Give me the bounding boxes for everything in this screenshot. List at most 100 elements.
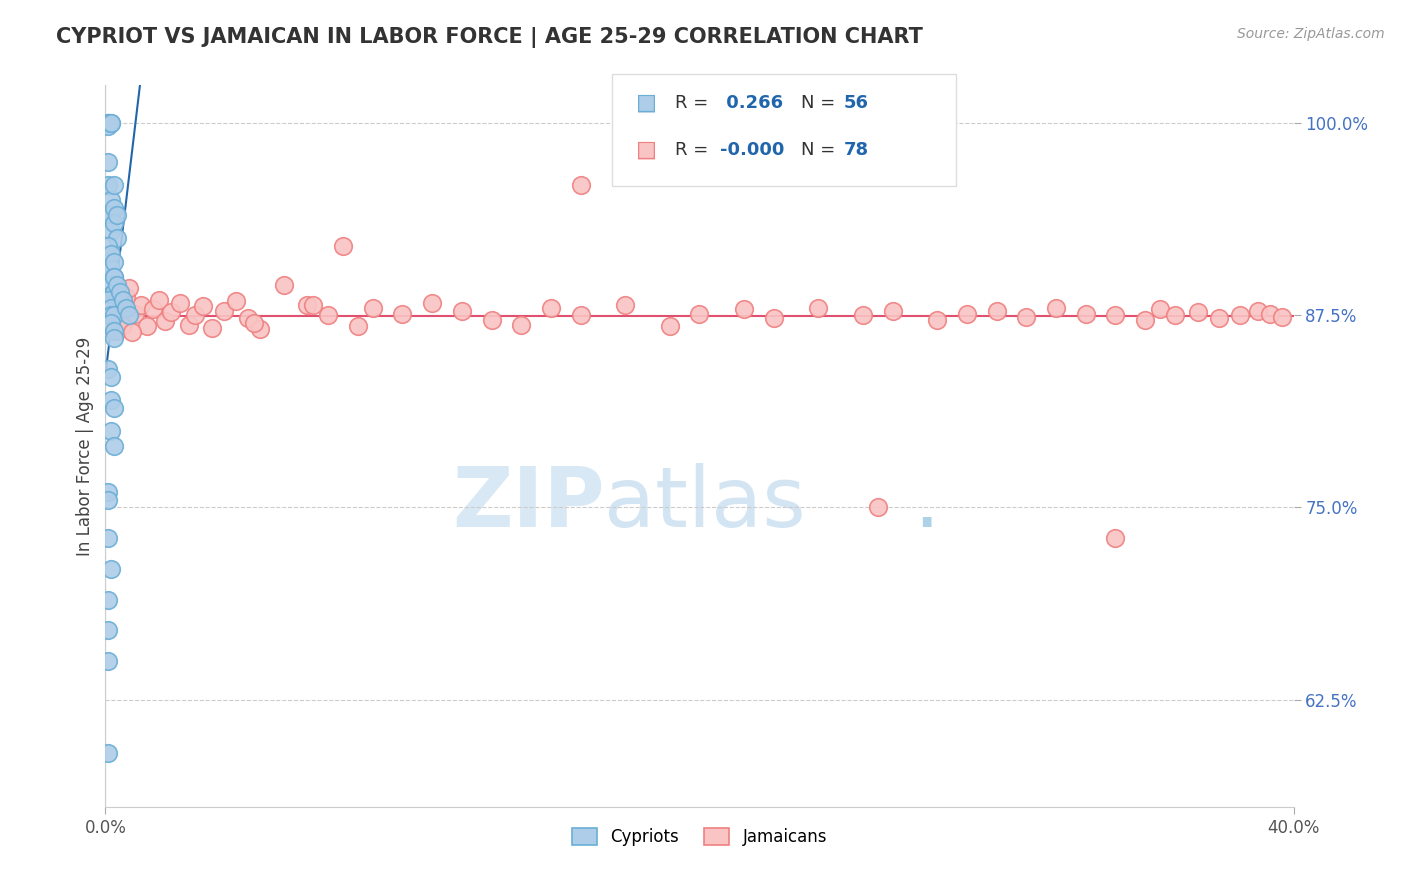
Point [450, 303, 472, 318]
Text: CYPRIOT VS JAMAICAN IN LABOR FORCE | AGE 25-29 CORRELATION CHART: CYPRIOT VS JAMAICAN IN LABOR FORCE | AGE… [56, 27, 924, 48]
Point [100, 424, 122, 438]
Point [105, 277, 128, 292]
Point [201, 320, 224, 334]
Point [103, 285, 125, 300]
Point [97, 293, 120, 307]
Point [193, 299, 215, 313]
Point [97, 531, 120, 545]
Point [118, 309, 141, 323]
Point [169, 296, 191, 310]
Point [243, 316, 266, 330]
Text: □: □ [636, 140, 657, 160]
Point [97, 485, 120, 500]
Text: N =: N = [801, 141, 841, 159]
Point [540, 301, 562, 315]
Point [97, 116, 120, 130]
Point [97, 116, 120, 130]
Point [129, 297, 152, 311]
Point [1104, 309, 1126, 323]
Text: ■: ■ [636, 140, 657, 160]
Point [97, 116, 120, 130]
Point [100, 247, 122, 261]
Point [956, 307, 979, 321]
Point [100, 208, 122, 222]
Point [97, 239, 120, 253]
Point [273, 277, 295, 292]
Text: N =: N = [801, 95, 841, 112]
Point [112, 293, 135, 307]
Point [100, 116, 122, 130]
Text: ■: ■ [636, 94, 657, 113]
Point [97, 120, 120, 134]
Point [103, 331, 125, 345]
Point [1133, 313, 1156, 327]
Point [100, 116, 122, 130]
Point [97, 154, 120, 169]
Point [1187, 305, 1209, 319]
Text: Source: ZipAtlas.com: Source: ZipAtlas.com [1237, 27, 1385, 41]
Text: 78: 78 [844, 141, 869, 159]
Point [100, 309, 122, 323]
Point [97, 293, 120, 307]
Point [97, 492, 120, 507]
Text: R =: R = [675, 95, 714, 112]
Point [510, 318, 533, 332]
Point [105, 324, 128, 338]
Point [689, 307, 711, 321]
Point [225, 294, 247, 309]
Point [103, 294, 125, 309]
Point [614, 297, 637, 311]
Point [97, 362, 120, 376]
Point [100, 193, 122, 207]
Point [100, 301, 122, 315]
Point [1074, 307, 1097, 321]
Point [391, 307, 413, 321]
Point [100, 319, 122, 334]
Point [100, 562, 122, 576]
Legend: Cypriots, Jamaicans: Cypriots, Jamaicans [565, 822, 834, 853]
Point [97, 178, 120, 192]
Point [142, 302, 165, 317]
Text: □: □ [636, 94, 657, 113]
Point [103, 269, 125, 284]
Point [1229, 309, 1251, 323]
Point [214, 303, 236, 318]
Text: -0.000: -0.000 [720, 141, 785, 159]
Point [569, 309, 592, 323]
Point [361, 301, 384, 315]
Point [297, 297, 319, 311]
Point [569, 178, 592, 192]
Point [866, 500, 889, 515]
Point [658, 319, 681, 334]
Point [100, 277, 122, 292]
Point [103, 439, 125, 453]
Text: ZIP: ZIP [451, 463, 605, 544]
Point [97, 624, 120, 638]
Point [110, 314, 132, 328]
Point [100, 224, 122, 238]
Point [733, 302, 755, 317]
Point [183, 309, 205, 323]
Text: atlas: atlas [605, 463, 806, 544]
Point [103, 401, 125, 415]
Point [1015, 310, 1038, 324]
Point [882, 303, 904, 318]
Point [103, 313, 125, 327]
Point [420, 296, 443, 310]
Point [105, 292, 128, 306]
Point [110, 285, 132, 300]
Point [97, 316, 120, 330]
Point [236, 311, 259, 326]
Point [927, 313, 949, 327]
Point [347, 319, 370, 334]
Point [100, 369, 122, 384]
Point [100, 262, 122, 277]
Point [103, 254, 125, 268]
Point [97, 303, 120, 318]
Point [103, 216, 125, 230]
Point [852, 309, 875, 323]
Point [103, 324, 125, 338]
Point [103, 307, 125, 321]
Point [302, 297, 325, 311]
Point [103, 201, 125, 215]
